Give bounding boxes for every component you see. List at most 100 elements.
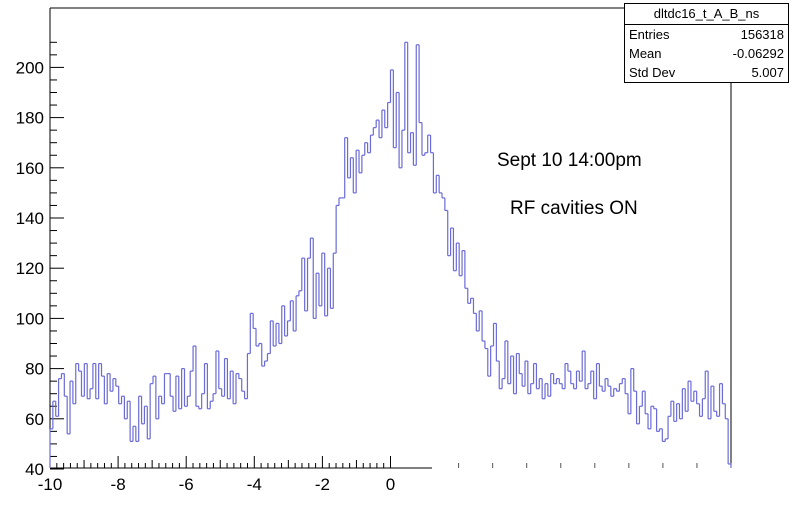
histogram-bin <box>618 383 623 392</box>
x-tick-label: -2 <box>315 475 330 494</box>
histogram-bin <box>89 388 93 399</box>
histogram-bin <box>696 391 700 405</box>
histogram-bin <box>495 323 500 362</box>
histogram-bins <box>49 41 732 468</box>
y-tick-label: 160 <box>16 159 44 178</box>
histogram-bin <box>624 378 628 395</box>
histogram-bin <box>212 393 216 402</box>
histogram-bin <box>195 346 199 407</box>
histogram-bin <box>570 371 574 385</box>
y-tick-label: 140 <box>16 209 44 228</box>
histogram-bin <box>481 310 485 342</box>
histogram-bin <box>530 383 534 394</box>
x-axis: -10 -8 -6 -4 -2 0 <box>38 456 732 494</box>
stats-title: dltdc16_t_A_B_ns <box>625 4 788 25</box>
histogram-bin <box>656 408 660 432</box>
stats-label: Std Dev <box>629 65 676 80</box>
histogram-bin <box>63 373 68 397</box>
histogram-bin <box>607 378 611 387</box>
histogram-bin <box>567 363 571 372</box>
histogram-bin <box>444 197 448 212</box>
x-tick-label: 0 <box>386 475 395 494</box>
histogram-bin <box>218 351 222 390</box>
x-tick-label: -10 <box>38 475 63 494</box>
histogram-bin <box>644 391 649 415</box>
histogram-bin <box>472 298 477 314</box>
y-tick-label: 80 <box>25 360 44 379</box>
stats-row-entries: Entries 156318 <box>625 25 788 44</box>
histogram-bin <box>721 383 726 405</box>
annotation-time: Sept 10 14:00pm <box>497 150 642 171</box>
histogram-bin <box>387 101 391 128</box>
histogram-bin <box>664 438 669 442</box>
histogram-bin <box>518 353 523 375</box>
histogram-bin <box>584 351 588 390</box>
histogram-bin <box>298 290 302 296</box>
stats-box: dltdc16_t_A_B_ns Entries 156318 Mean -0.… <box>624 3 789 83</box>
histogram-bin <box>424 152 428 156</box>
histogram-bin <box>252 313 257 330</box>
histogram-bin <box>189 370 194 397</box>
histogram-bin <box>264 360 268 367</box>
histogram-bin <box>701 398 706 417</box>
histogram-bin <box>653 406 657 410</box>
histogram-bin <box>241 378 245 392</box>
histogram-bin <box>286 320 291 336</box>
stats-row-mean: Mean -0.06292 <box>625 44 788 63</box>
histogram-bin <box>57 378 62 417</box>
histogram-bin <box>438 175 443 194</box>
histogram-bin <box>598 363 603 387</box>
y-axis: 40 60 80 100 120 140 160 180 200 <box>16 41 64 479</box>
histogram-bin <box>266 352 271 362</box>
stats-value: 156318 <box>740 27 784 42</box>
histogram-bin <box>633 368 637 392</box>
plot-frame <box>49 7 732 469</box>
histogram-bin <box>558 378 563 385</box>
x-tick-label: -6 <box>179 475 194 494</box>
histogram-bin <box>369 134 374 153</box>
histogram-bin <box>306 257 311 311</box>
y-tick-label: 100 <box>16 309 44 328</box>
histogram-bin <box>587 383 591 389</box>
histogram-bin <box>115 378 119 387</box>
stats-row-stddev: Std Dev 5.007 <box>625 63 788 82</box>
annotation-rf: RF cavities ON <box>510 198 638 219</box>
y-tick-label: 120 <box>16 259 44 278</box>
histogram-bin <box>713 386 717 412</box>
histogram-bin <box>246 352 251 399</box>
histogram-bin <box>335 204 339 254</box>
histogram-bin <box>49 428 53 468</box>
histogram-bin <box>484 340 488 350</box>
histogram-bin <box>650 405 654 429</box>
histogram-bin <box>332 252 337 309</box>
histogram-bin <box>201 393 205 409</box>
histogram-bin <box>464 250 468 289</box>
histogram-bin <box>401 129 405 168</box>
histogram-bin <box>209 400 214 409</box>
histogram-bin <box>372 127 377 136</box>
histogram-bin <box>295 295 299 331</box>
histogram-bin <box>429 135 434 154</box>
histogram-bin <box>501 378 505 389</box>
y-tick-label: 180 <box>16 109 44 128</box>
x-tick-label: -8 <box>111 475 126 494</box>
x-tick-label: -4 <box>247 475 262 494</box>
histogram-bin <box>421 122 425 156</box>
stats-label: Mean <box>629 46 662 61</box>
histogram-bin <box>361 154 365 173</box>
histogram-bin <box>441 192 445 199</box>
y-tick-label: 40 <box>25 460 44 479</box>
histogram-bin <box>149 383 154 439</box>
histogram-bin <box>667 415 671 439</box>
histogram-bin <box>338 197 342 206</box>
stats-value: 5.007 <box>751 65 784 80</box>
stats-value: -0.06292 <box>732 46 784 61</box>
histogram-bin <box>78 363 82 372</box>
histogram-bin <box>638 405 643 424</box>
histogram-bin <box>169 373 174 397</box>
stats-label: Entries <box>629 27 670 42</box>
histogram-bin <box>724 403 729 420</box>
histogram-bin <box>100 363 105 377</box>
histogram-bin <box>418 44 422 124</box>
